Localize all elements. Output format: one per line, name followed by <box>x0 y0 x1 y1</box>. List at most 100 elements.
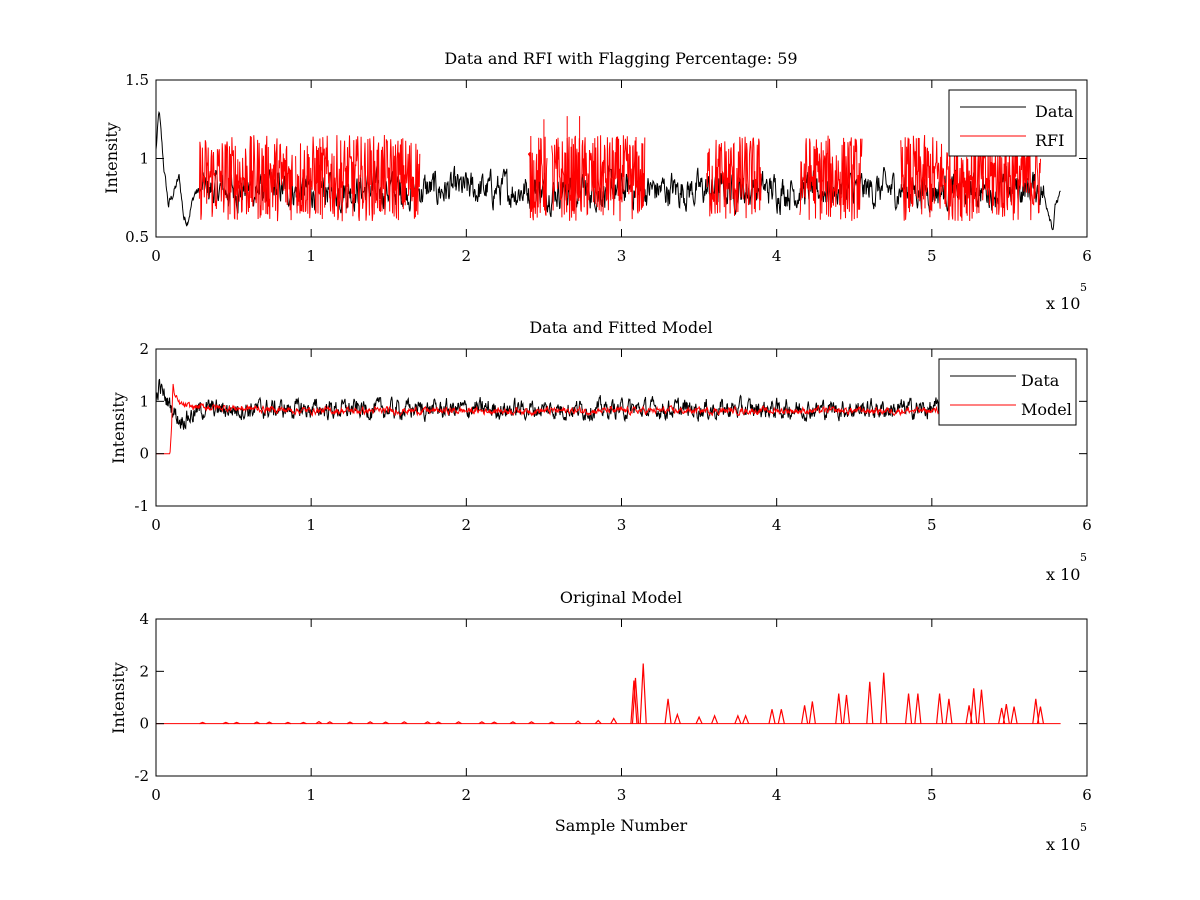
top-x-tick-label: 4 <box>772 247 782 265</box>
bottom-model-peak <box>478 721 486 725</box>
bottom-model-peak <box>346 721 354 725</box>
bottom-model-peak <box>594 719 602 725</box>
middle-y-axis-label: Intensity <box>109 392 128 464</box>
bottom-plot-area <box>156 663 1061 725</box>
bottom-x-exponent-power: 5 <box>1080 821 1087 834</box>
middle-x-exponent-power: 5 <box>1080 551 1087 564</box>
bottom-model-peak <box>914 693 922 724</box>
bottom-y-tick-label: 0 <box>139 715 149 733</box>
top-x-tick-label: 0 <box>151 247 161 265</box>
bottom-model-peak <box>631 677 640 724</box>
top-title: Data and RFI with Flagging Percentage: 5… <box>444 49 797 68</box>
bottom-x-ticks: 0 1 2 3 4 5 6 <box>151 619 1092 804</box>
middle-data-line <box>155 378 1061 430</box>
bottom-x-tick-label: 4 <box>772 786 782 804</box>
middle-y-tick-label: -1 <box>134 497 149 515</box>
bottom-model-peak <box>970 688 978 724</box>
bottom-model-peak <box>528 721 535 725</box>
top-legend-box <box>948 89 1077 157</box>
top-legend: Data RFI <box>948 89 1077 157</box>
bottom-model-peak <box>935 693 944 724</box>
middle-legend-data-label: Data <box>1021 371 1060 390</box>
bottom-model-peak <box>711 714 719 724</box>
bottom-model-peak <box>315 720 323 725</box>
top-y-axis-label: Intensity <box>102 122 121 194</box>
top-legend-data-label: Data <box>1035 102 1074 121</box>
bottom-model-peak <box>233 721 240 725</box>
bottom-model-peak <box>734 714 742 724</box>
bottom-model-peak <box>801 705 809 724</box>
middle-legend-box <box>938 358 1077 426</box>
top-rfi-segment <box>706 136 762 219</box>
bottom-x-axis-label: Sample Number <box>555 816 688 835</box>
top-legend-rfi-label: RFI <box>1035 131 1064 150</box>
bottom-model-peak <box>265 721 273 725</box>
middle-x-ticks: 0 1 2 3 4 5 6 <box>151 349 1092 534</box>
bottom-y-ticks: -2 0 2 4 <box>134 610 1087 785</box>
bottom-model-peak <box>366 721 374 725</box>
top-x-exponent: x 10 <box>1046 294 1080 313</box>
bottom-model-peak <box>222 721 230 725</box>
bottom-model-peak <box>639 663 647 724</box>
bottom-model-peak <box>574 720 582 725</box>
bottom-model-peak <box>742 714 750 724</box>
bottom-model-peak <box>977 689 986 724</box>
bottom-model-peak <box>1010 706 1018 724</box>
top-x-tick-label: 2 <box>462 247 472 265</box>
middle-title: Data and Fitted Model <box>529 318 712 337</box>
bottom-model-peak <box>842 694 851 724</box>
middle-x-tick-label: 5 <box>927 516 937 534</box>
bottom-y-tick-label: 2 <box>139 662 149 680</box>
middle-x-tick-label: 4 <box>772 516 782 534</box>
bottom-model-peak <box>768 709 776 724</box>
top-y-tick-label: 0.5 <box>125 228 149 246</box>
middle-y-ticks: -1 0 1 2 <box>134 340 1087 515</box>
middle-y-tick-label: 0 <box>139 445 149 463</box>
bottom-model-peak <box>199 721 206 725</box>
bottom-model-peak <box>1036 706 1045 724</box>
middle-legend-model-label: Model <box>1021 400 1072 419</box>
bottom-model-peak <box>777 709 785 724</box>
top-x-tick-label: 1 <box>306 247 316 265</box>
bottom-model-peak <box>1032 698 1040 724</box>
top-rfi-segment <box>198 135 293 222</box>
bottom-x-tick-label: 5 <box>927 786 937 804</box>
bottom-model-peak <box>300 721 307 725</box>
bottom-model-peak <box>424 721 431 725</box>
bottom-model-peak <box>610 717 618 724</box>
middle-x-tick-label: 0 <box>151 516 161 534</box>
middle-x-exponent: x 10 <box>1046 565 1080 584</box>
subplot-top: Data and RFI with Flagging Percentage: 5… <box>102 49 1092 313</box>
middle-x-tick-label: 6 <box>1082 516 1092 534</box>
bottom-title: Original Model <box>560 588 682 607</box>
bottom-model-peak <box>866 681 874 724</box>
bottom-model-peak <box>664 698 672 724</box>
bottom-y-axis-label: Intensity <box>109 662 128 734</box>
bottom-x-tick-label: 3 <box>617 786 627 804</box>
bottom-model-peak <box>435 721 442 725</box>
top-y-tick-label: 1.5 <box>125 71 149 89</box>
top-x-tick-label: 6 <box>1082 247 1092 265</box>
bottom-model-peak <box>835 693 843 724</box>
bottom-model-peak <box>1002 703 1010 724</box>
bottom-model-peak <box>548 721 555 725</box>
top-x-ticks: 0 1 2 3 4 5 6 <box>151 80 1092 265</box>
middle-model-line <box>156 383 1061 455</box>
bottom-y-tick-label: -2 <box>134 767 149 785</box>
bottom-model-peak <box>904 693 913 724</box>
top-x-exponent-power: 5 <box>1080 281 1087 294</box>
middle-x-tick-label: 2 <box>462 516 472 534</box>
bottom-model-peak <box>400 721 408 725</box>
top-y-tick-label: 1 <box>139 150 149 168</box>
top-rfi-segment <box>799 135 863 221</box>
bottom-x-tick-label: 2 <box>462 786 472 804</box>
bottom-model-peak <box>253 721 261 725</box>
middle-x-tick-label: 3 <box>617 516 627 534</box>
bottom-x-tick-label: 6 <box>1082 786 1092 804</box>
middle-y-tick-label: 2 <box>139 340 149 358</box>
middle-plot-area <box>155 378 1061 455</box>
bottom-model-peak <box>880 672 888 724</box>
